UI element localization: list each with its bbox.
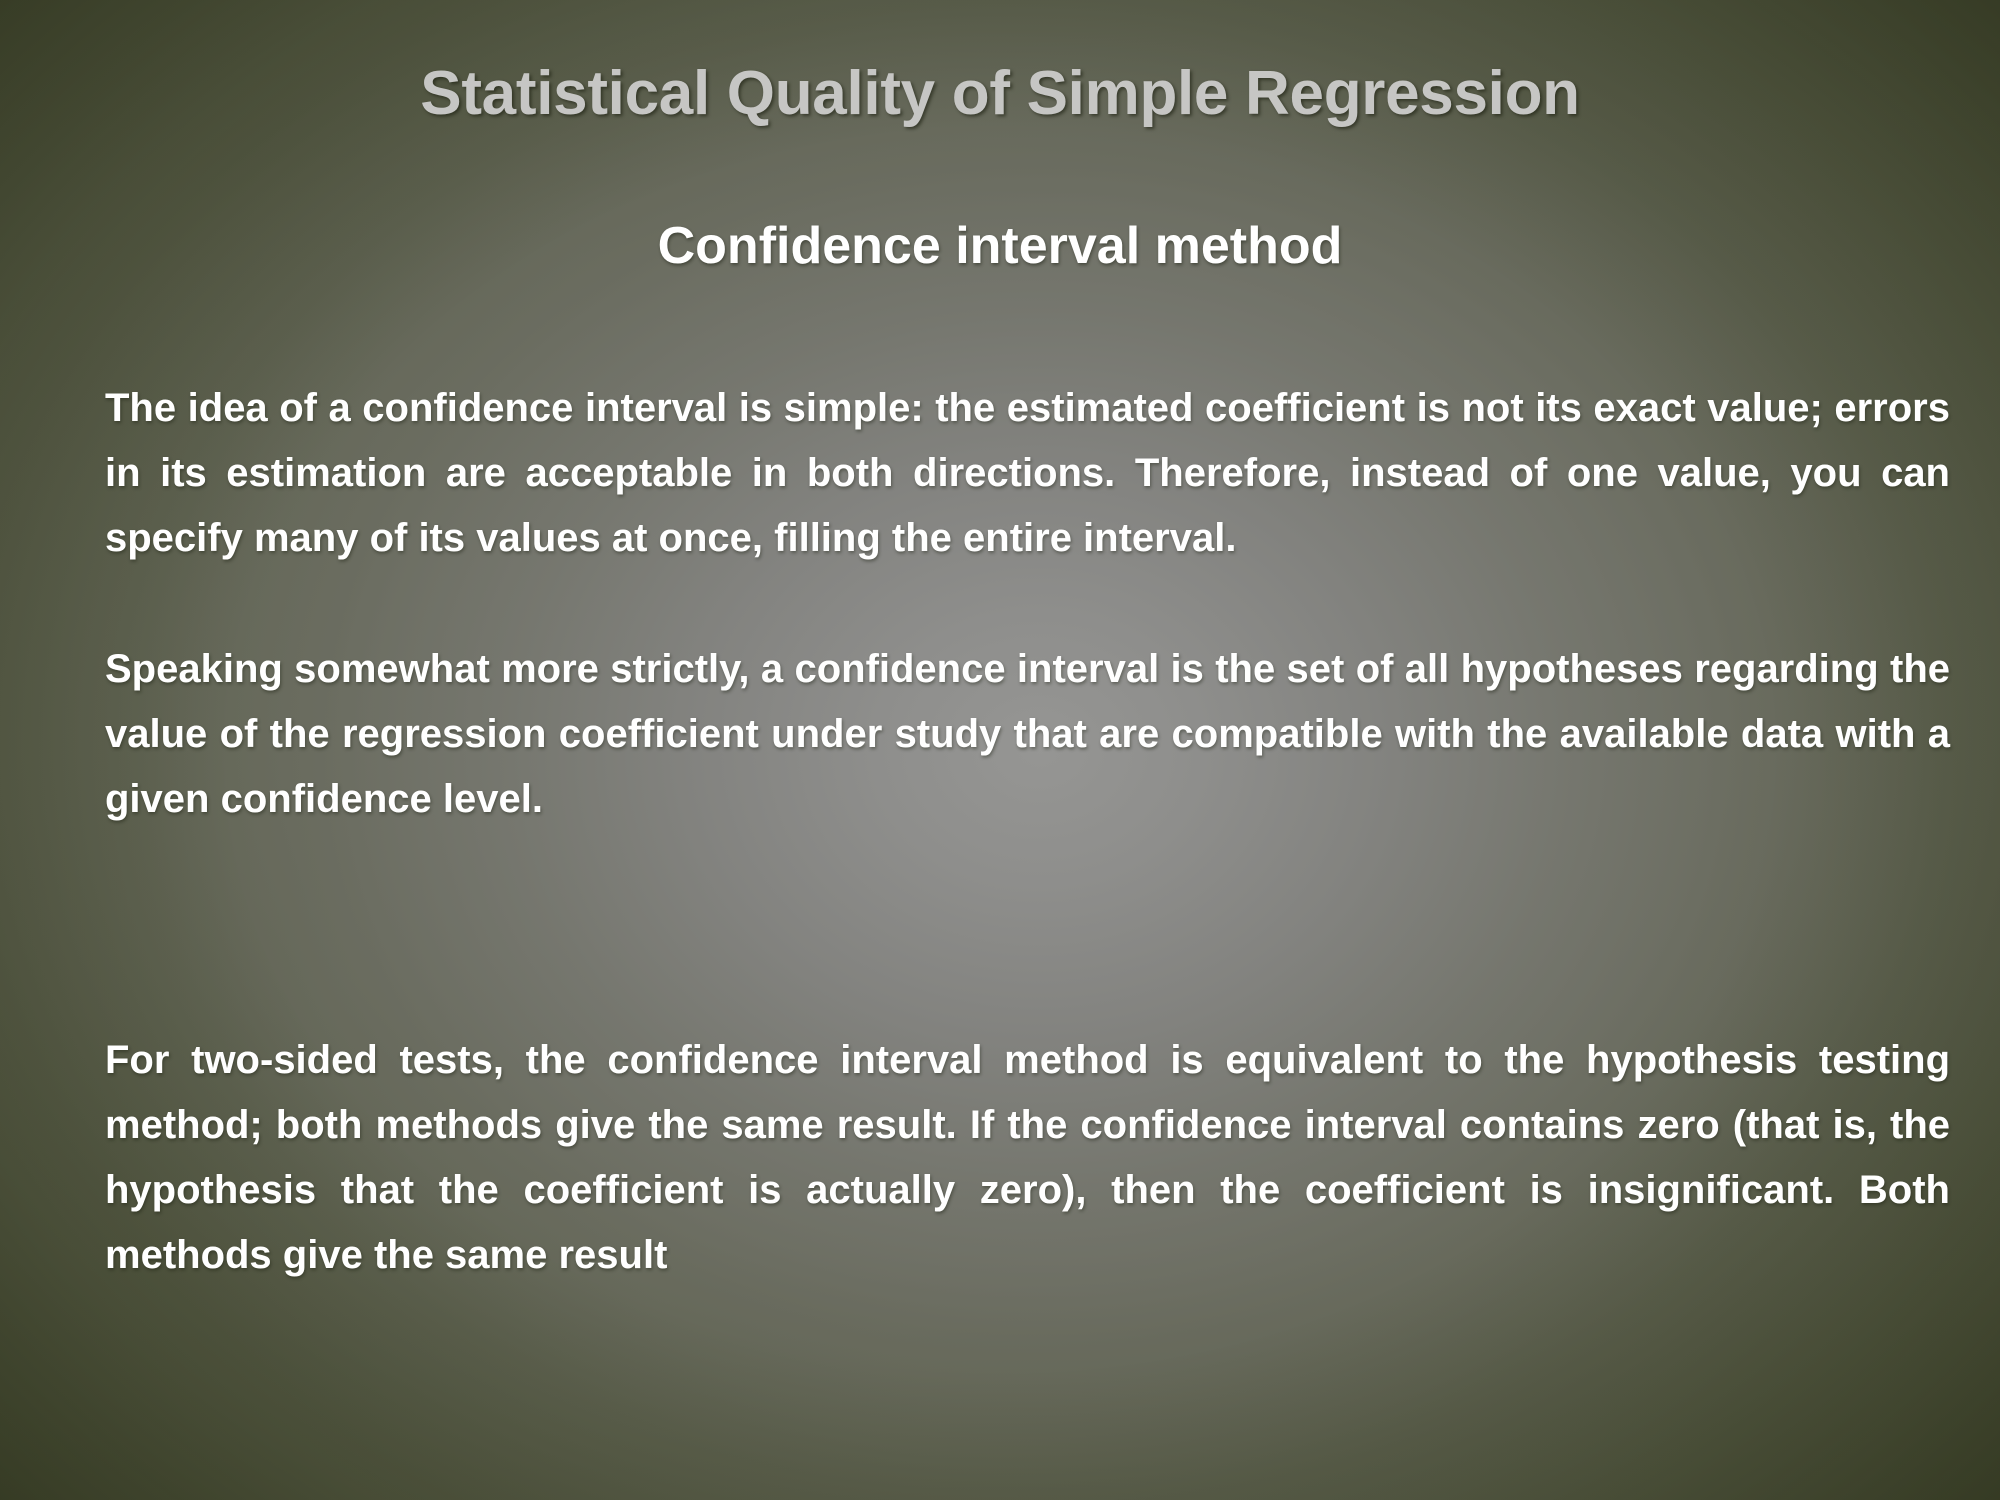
slide-title: Statistical Quality of Simple Regression	[420, 59, 1580, 128]
slide-body: The idea of a confidence interval is sim…	[105, 376, 1950, 1288]
body-paragraph-2: Speaking somewhat more strictly, a confi…	[105, 647, 1950, 821]
slide-subtitle: Confidence interval method	[657, 217, 1343, 275]
body-paragraph-3: For two-sided tests, the confidence inte…	[105, 1038, 1950, 1277]
body-paragraph-1: The idea of a confidence interval is sim…	[105, 386, 1950, 560]
